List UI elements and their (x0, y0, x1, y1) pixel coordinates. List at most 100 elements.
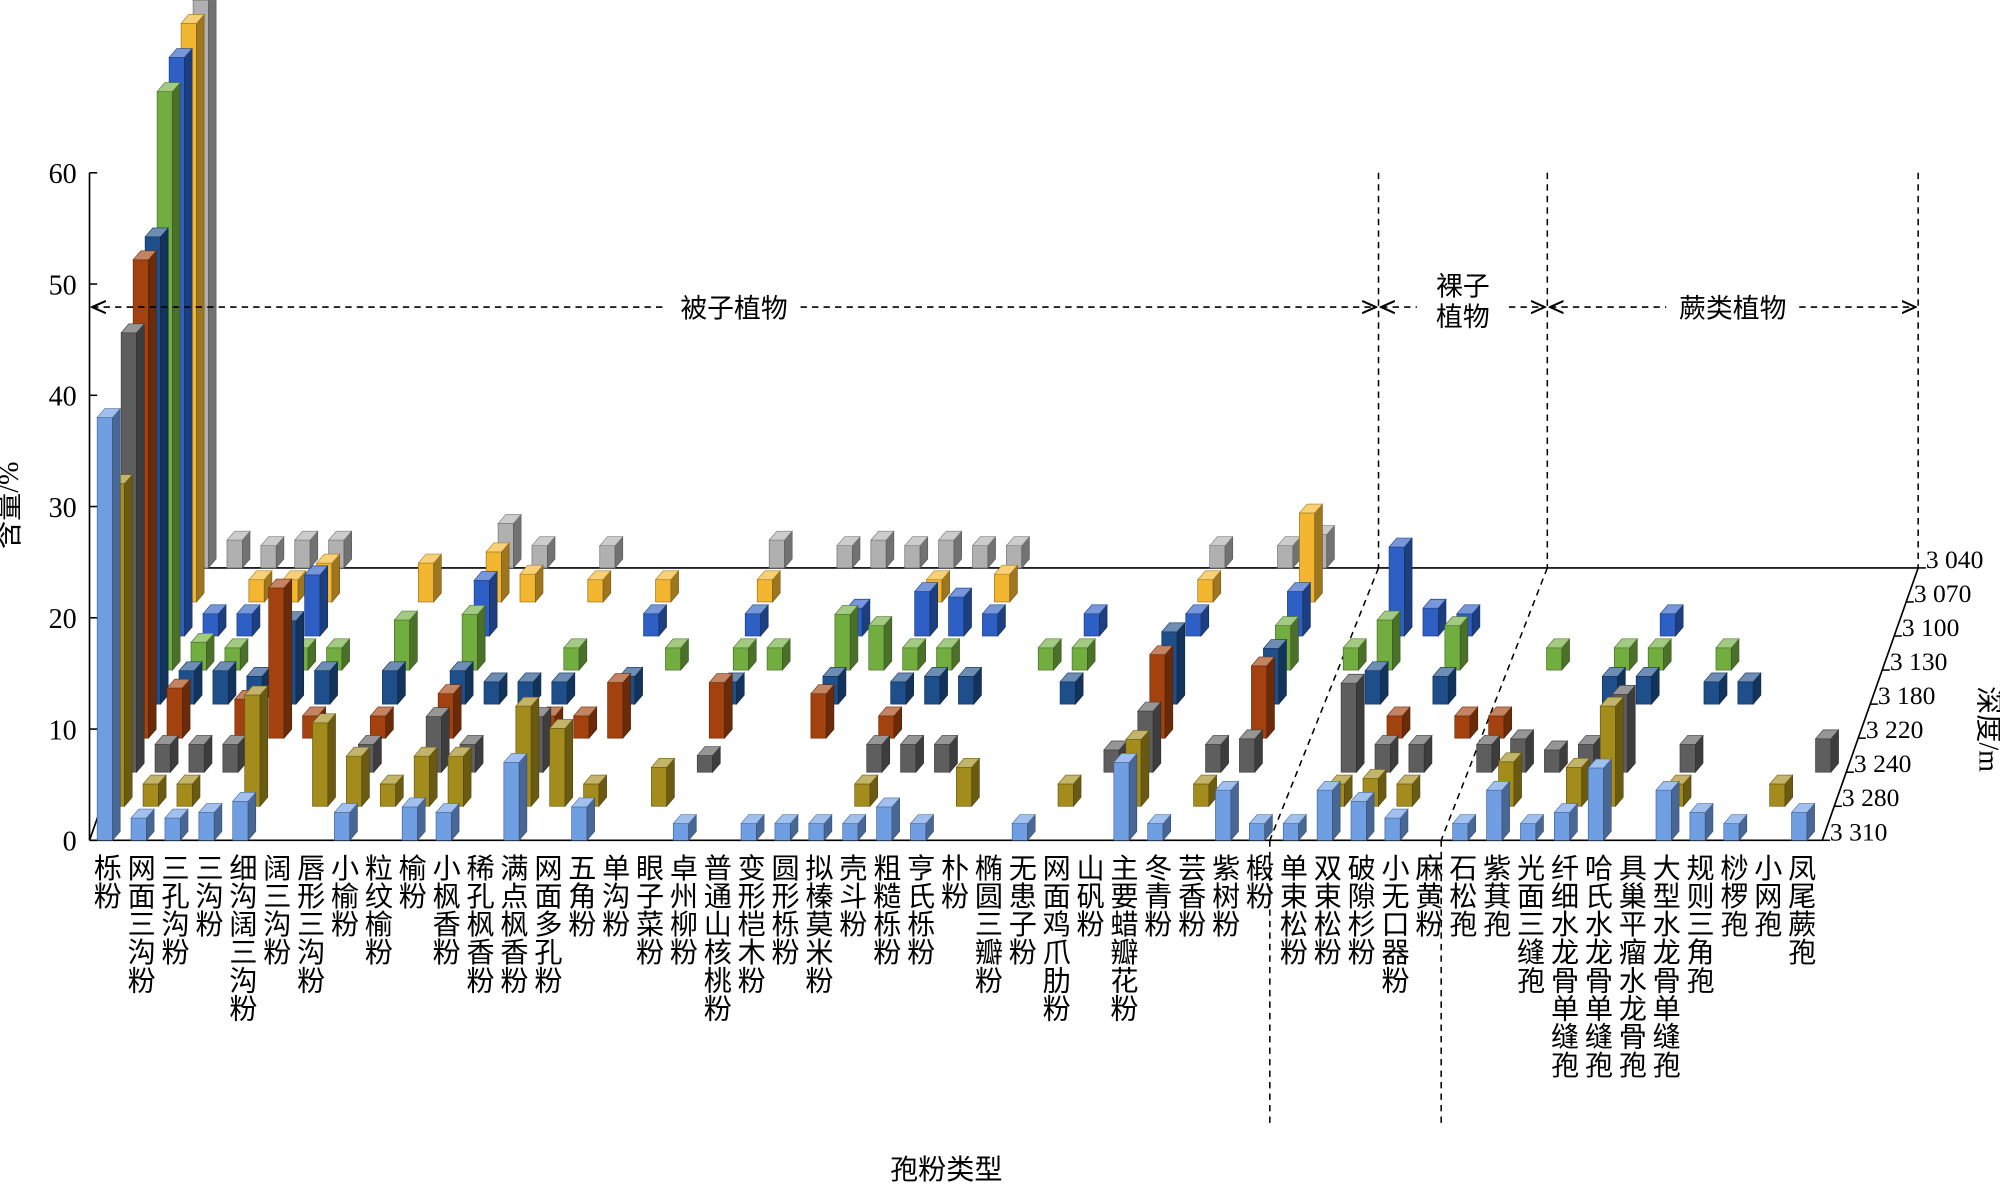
bar-front (740, 823, 757, 841)
bar (303, 565, 329, 637)
bar (497, 513, 522, 569)
bar-front (1113, 762, 1130, 841)
bar-front (1587, 767, 1604, 841)
bar-top (923, 667, 949, 677)
bar (808, 813, 833, 842)
bar-top (188, 735, 213, 745)
bar (176, 774, 201, 808)
bar-top (870, 530, 895, 541)
bar (154, 734, 179, 774)
bar (260, 535, 285, 569)
bar (1814, 729, 1840, 774)
x-tick-label: 眼子菜粉 (632, 853, 664, 966)
x-tick-label: 桫椤孢 (1716, 853, 1748, 938)
bar-side (849, 604, 859, 671)
bar-top (1374, 735, 1399, 745)
group-label: 蕨类植物 (1679, 293, 1786, 323)
bar-top (1137, 701, 1162, 712)
bar-top (732, 638, 757, 649)
bar-front (379, 783, 396, 807)
bar-side (112, 407, 121, 842)
bar (244, 685, 269, 808)
bar-front (176, 783, 193, 807)
bar-front (902, 647, 919, 671)
bar (1485, 780, 1511, 842)
bar-top (1601, 667, 1627, 677)
bar-top (333, 803, 359, 813)
bar-top (1422, 598, 1447, 609)
bar (904, 535, 929, 569)
bar (96, 407, 121, 842)
bar-top (1192, 774, 1218, 785)
bars (96, 0, 1840, 842)
bar-front (260, 545, 277, 569)
bar (1408, 734, 1433, 774)
bar (1635, 666, 1660, 705)
x-tick-label: 细沟阔三沟粉 (225, 853, 257, 1022)
bar (1519, 813, 1545, 842)
bar (899, 734, 925, 774)
x-tick-label: 唇形三沟粉 (293, 853, 325, 994)
bar-side (259, 685, 269, 808)
bar-front (732, 647, 749, 671)
bar (1451, 813, 1477, 842)
bar-front (599, 545, 616, 569)
bar (947, 587, 973, 637)
x-tick-label: 三孔沟粉 (157, 853, 189, 966)
bar-side (1404, 537, 1413, 637)
x-tick-label: 卓州柳粉 (665, 853, 697, 966)
bar (822, 666, 847, 705)
bar-front (346, 755, 363, 807)
bar-top (178, 661, 203, 672)
bar (642, 603, 668, 637)
bar-top (587, 570, 612, 581)
bar-top (1565, 758, 1591, 768)
bar-side (1501, 780, 1510, 842)
bar-side (172, 81, 181, 671)
bar-side (489, 570, 498, 637)
x-tick-label: 无患子粉 (1004, 853, 1036, 966)
bar (664, 638, 690, 671)
bar-side (1615, 696, 1624, 808)
bar-front (370, 715, 387, 739)
bar-top (519, 564, 544, 575)
bar-top (909, 814, 935, 824)
bar-front (866, 744, 883, 773)
bar-top (142, 774, 167, 785)
group-dividers (1269, 172, 1919, 1126)
bar-side (409, 610, 418, 671)
bar-top (1011, 814, 1036, 824)
bar-top (672, 814, 697, 824)
bar-front (1689, 812, 1706, 841)
bar-front (1715, 647, 1732, 671)
bar (1037, 638, 1062, 671)
bar-top (1149, 645, 1174, 656)
bar (1388, 537, 1413, 637)
bar-top (1083, 604, 1108, 615)
bar-front (1193, 783, 1210, 807)
bar-front (212, 670, 229, 705)
bar-top (1613, 638, 1639, 649)
bar-front (1057, 783, 1074, 807)
bar-top (810, 684, 835, 694)
bar-front (651, 766, 668, 807)
bar (1113, 752, 1138, 842)
y-tick-label: 10 (49, 715, 77, 746)
bar-top (901, 638, 927, 649)
bar-front (1316, 789, 1333, 841)
x-tick-label: 冬青粉 (1140, 853, 1172, 938)
bar-top (1037, 638, 1062, 649)
bar-top (756, 570, 781, 581)
bar (923, 666, 949, 705)
bar-top (1071, 638, 1096, 649)
depth-label: 3 240 (1854, 749, 1912, 778)
bar (909, 813, 935, 842)
bar-front (1197, 579, 1214, 603)
x-tick-label: 小网孢 (1750, 853, 1782, 937)
bar-front (1408, 744, 1425, 773)
y-tick-label: 40 (49, 382, 77, 413)
bar-front (549, 728, 566, 807)
x-tick-label: 椭圆三瓣粉 (970, 853, 1002, 994)
bar-front (1544, 749, 1561, 773)
bar-front (744, 613, 761, 637)
